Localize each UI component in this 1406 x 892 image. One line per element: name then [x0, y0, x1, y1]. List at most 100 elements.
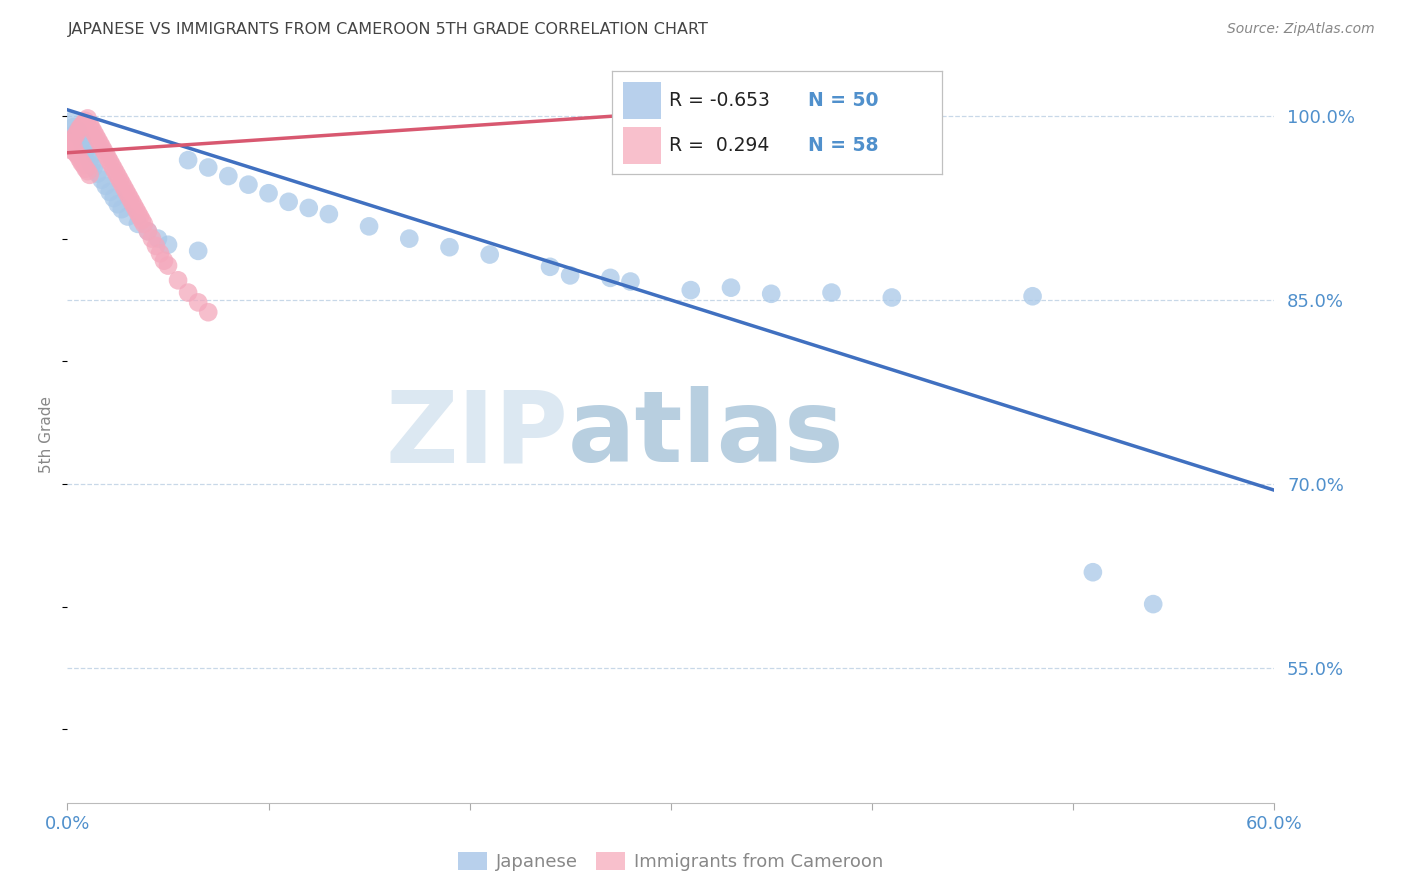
- Point: [65, 145, 87, 160]
- Point: [720, 281, 742, 295]
- Point: [146, 232, 169, 246]
- Point: [83, 125, 105, 139]
- Point: [65, 128, 87, 143]
- Point: [98, 154, 121, 169]
- Point: [177, 153, 200, 168]
- Point: [79, 118, 101, 132]
- Point: [104, 165, 127, 179]
- Point: [111, 177, 134, 191]
- Point: [132, 217, 155, 231]
- Point: [127, 217, 149, 231]
- Point: [257, 186, 280, 201]
- Point: [118, 191, 141, 205]
- Point: [108, 173, 131, 187]
- Point: [125, 202, 148, 217]
- Point: [298, 201, 321, 215]
- Point: [121, 194, 143, 209]
- Point: [357, 219, 380, 234]
- Point: [157, 237, 180, 252]
- Point: [103, 161, 125, 176]
- Point: [84, 128, 107, 143]
- Point: [69, 121, 91, 136]
- Point: [318, 207, 340, 221]
- Point: [117, 187, 139, 202]
- Point: [89, 136, 111, 150]
- Point: [79, 153, 101, 168]
- Point: [187, 244, 209, 258]
- Point: [107, 169, 129, 183]
- Point: [217, 169, 239, 183]
- Text: JAPANESE VS IMMIGRANTS FROM CAMEROON 5TH GRADE CORRELATION CHART: JAPANESE VS IMMIGRANTS FROM CAMEROON 5TH…: [67, 22, 709, 37]
- Bar: [623, 81, 661, 119]
- Point: [127, 206, 149, 220]
- Point: [136, 224, 159, 238]
- Point: [66, 124, 89, 138]
- Point: [114, 184, 136, 198]
- Point: [75, 161, 97, 176]
- Point: [238, 178, 260, 192]
- Point: [277, 194, 299, 209]
- Point: [1323, 727, 1346, 741]
- Point: [62, 139, 84, 153]
- Point: [167, 273, 190, 287]
- Point: [83, 161, 105, 175]
- Text: ZIP: ZIP: [385, 386, 568, 483]
- Point: [177, 285, 200, 300]
- Point: [679, 283, 702, 297]
- Point: [398, 232, 420, 246]
- Point: [97, 151, 120, 165]
- Point: [141, 232, 163, 246]
- Point: [100, 158, 122, 172]
- Point: [599, 271, 621, 285]
- Point: [145, 239, 167, 253]
- Point: [72, 158, 94, 172]
- Text: Source: ZipAtlas.com: Source: ZipAtlas.com: [1227, 22, 1375, 37]
- Point: [93, 144, 115, 158]
- Point: [103, 191, 125, 205]
- Point: [65, 126, 87, 140]
- Text: N = 58: N = 58: [808, 136, 879, 154]
- Point: [60, 136, 83, 150]
- Point: [111, 202, 134, 217]
- Point: [79, 168, 101, 182]
- Point: [1021, 289, 1043, 303]
- Point: [1142, 597, 1164, 611]
- Point: [439, 240, 461, 254]
- Point: [69, 128, 91, 143]
- Point: [880, 291, 903, 305]
- Point: [76, 164, 98, 178]
- Point: [66, 125, 89, 139]
- Point: [90, 173, 112, 187]
- Point: [70, 119, 93, 133]
- Point: [478, 247, 501, 261]
- Point: [820, 285, 842, 300]
- Point: [60, 114, 83, 128]
- Point: [58, 138, 80, 153]
- Point: [619, 275, 641, 289]
- Text: R = -0.653: R = -0.653: [669, 91, 782, 110]
- Point: [153, 253, 176, 268]
- Point: [75, 144, 97, 158]
- Bar: [623, 127, 661, 163]
- Point: [75, 114, 97, 128]
- Point: [131, 213, 153, 227]
- Point: [122, 198, 145, 212]
- Point: [70, 134, 93, 148]
- Point: [112, 180, 135, 194]
- Point: [187, 295, 209, 310]
- Point: [62, 120, 84, 134]
- Point: [117, 210, 139, 224]
- Point: [66, 148, 89, 162]
- Point: [560, 268, 582, 283]
- Point: [86, 132, 108, 146]
- Point: [76, 148, 98, 162]
- Y-axis label: 5th Grade: 5th Grade: [39, 396, 55, 474]
- Legend: Japanese, Immigrants from Cameroon: Japanese, Immigrants from Cameroon: [451, 845, 890, 879]
- Point: [70, 155, 93, 169]
- Point: [128, 210, 150, 224]
- Point: [197, 305, 219, 319]
- Text: atlas: atlas: [568, 386, 845, 483]
- Point: [1081, 566, 1104, 580]
- Point: [72, 139, 94, 153]
- Point: [94, 178, 117, 193]
